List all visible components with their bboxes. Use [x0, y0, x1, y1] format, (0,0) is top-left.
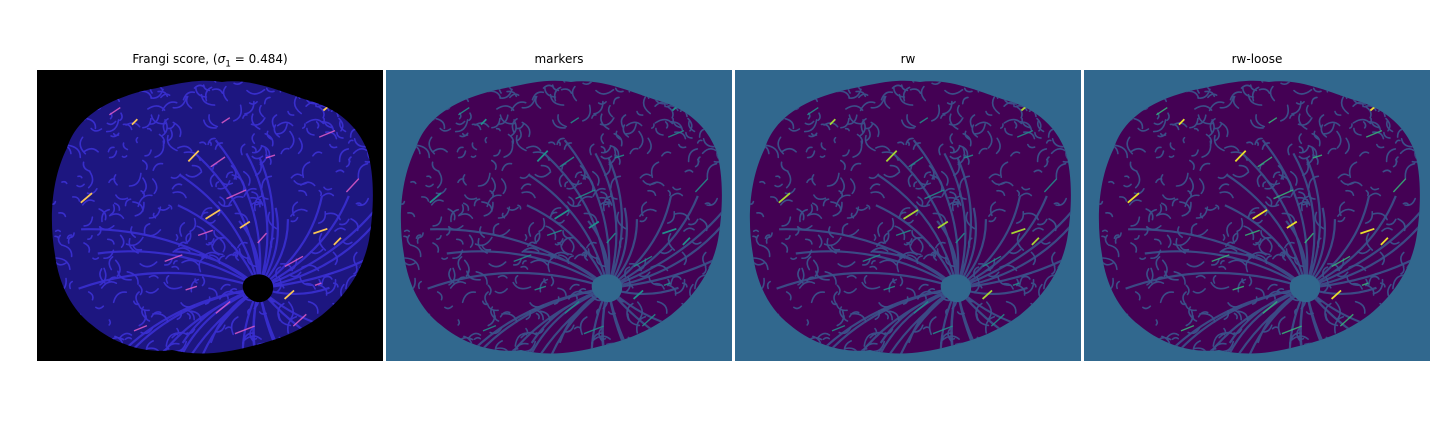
- tissue-section: [51, 80, 373, 354]
- tissue-section: [1098, 80, 1420, 354]
- tissue-section: [400, 80, 722, 354]
- tissue-section: [749, 80, 1071, 354]
- central-hole: [242, 274, 274, 303]
- central-hole: [1289, 274, 1321, 303]
- panel-title-markers: markers: [534, 52, 584, 66]
- central-hole: [940, 274, 972, 303]
- tissue-svg: [735, 70, 1081, 361]
- rw-image: [735, 70, 1081, 361]
- panel-rw: rw: [735, 0, 1081, 432]
- rw-loose-image: [1084, 70, 1430, 361]
- panel-title-rw: rw: [900, 52, 916, 66]
- panel-frangi: Frangi score, (σ1 = 0.484): [37, 0, 383, 432]
- panel-title-frangi: Frangi score, (σ1 = 0.484): [132, 52, 288, 70]
- panel-markers: markers: [386, 0, 732, 432]
- frangi-image: [37, 70, 383, 361]
- tissue-svg: [386, 70, 732, 361]
- markers-image: [386, 70, 732, 361]
- tissue-svg: [37, 70, 383, 361]
- panel-title-rw-loose: rw-loose: [1231, 52, 1283, 66]
- panel-rw-loose: rw-loose: [1084, 0, 1430, 432]
- tissue-svg: [1084, 70, 1430, 361]
- central-hole: [591, 274, 623, 303]
